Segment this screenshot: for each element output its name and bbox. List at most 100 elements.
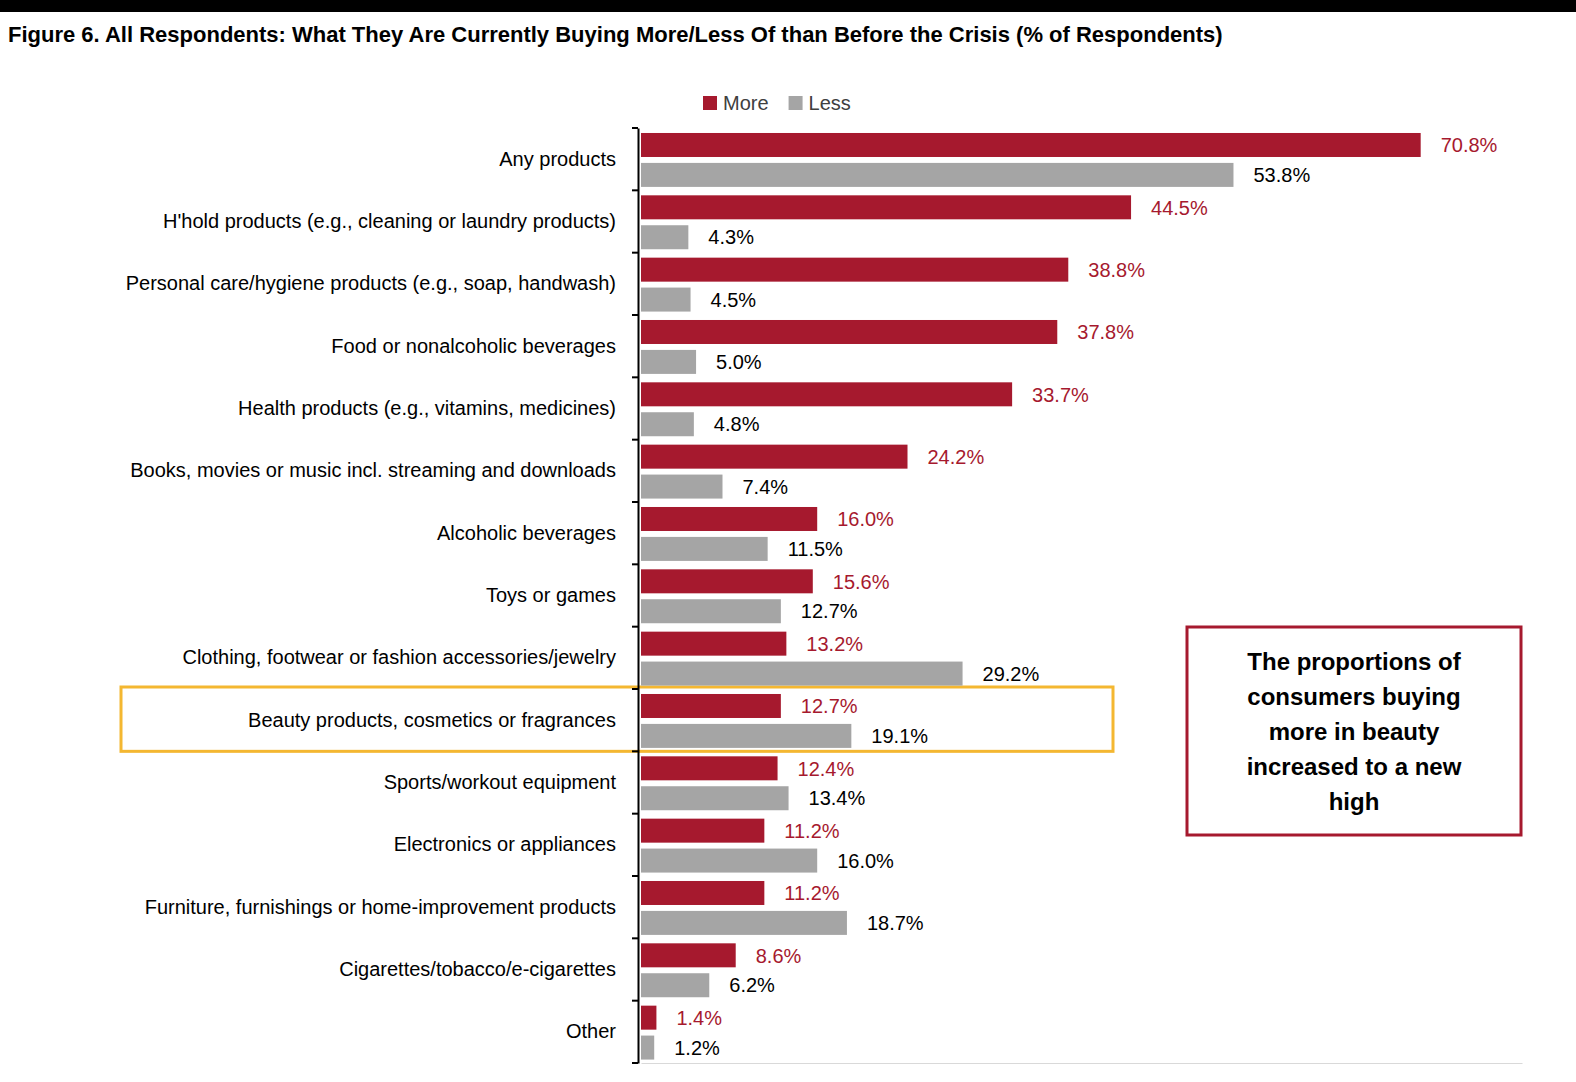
tick-label: Health products (e.g., vitamins, medicin… [238,397,616,419]
data-label: 4.8% [714,413,760,435]
bar [641,973,709,997]
tick: Beauty products, cosmetics or fragrances [248,709,638,731]
bars [641,133,1421,1060]
tick-label: H'hold products (e.g., cleaning or laund… [163,210,616,232]
bar [641,382,1012,406]
annotation: The proportions ofconsumers buyingmore i… [1247,648,1462,815]
data-label: 11.5% [788,538,843,560]
data-label: 53.8% [1253,164,1310,186]
data-labels: 70.8% 44.5% 38.8% 37.8% 33.7% 24.2% 16.0% 15.6%… [674,134,1497,1059]
tick: Toys or games [486,584,638,606]
tick-label: Food or nonalcoholic beverages [331,335,616,357]
category-separator [632,127,638,129]
data-label: 24.2% [928,446,985,468]
tick-label: Personal care/hygiene products (e.g., so… [126,272,616,294]
legend-swatch [789,96,803,110]
bar [641,662,963,686]
annotation-line: more in beauty [1269,718,1440,745]
bar [641,163,1233,187]
data-label: 29.2% [983,663,1040,685]
data-label: 4.3% [708,226,754,248]
category-separator [632,688,638,690]
tick-label: Books, movies or music incl. streaming a… [130,459,616,481]
data-label: 4.5% [711,289,757,311]
bar [641,849,817,873]
category-separator [632,626,638,628]
annotation-line: The proportions of [1247,648,1461,675]
data-label: 13.4% [809,787,866,809]
category-separator [632,439,638,441]
tick-label: Alcoholic beverages [437,522,616,544]
x-axis-line [642,1063,1523,1064]
category-separator [632,189,638,191]
tick: Personal care/hygiene products (e.g., so… [126,272,638,294]
bar [641,133,1421,157]
tick: H'hold products (e.g., cleaning or laund… [163,210,638,232]
data-label: 6.2% [729,974,775,996]
bar [641,1006,656,1030]
category-separator [632,501,638,503]
data-label: 44.5% [1151,197,1208,219]
bar [641,694,781,718]
series-0 [641,133,1421,1030]
category-separator [632,937,638,939]
data-label: 15.6% [833,571,890,593]
tick: Health products (e.g., vitamins, medicin… [238,397,638,419]
category-separator [632,813,638,815]
data-label: 5.0% [716,351,762,373]
bar [641,445,908,469]
bar [641,1036,654,1060]
data-label: 1.2% [674,1037,720,1059]
tick: Cigarettes/tobacco/e-cigarettes [339,958,638,980]
tick-label: Any products [499,148,616,170]
data-label: 8.6% [756,945,802,967]
bar [641,569,813,593]
annotation-line: increased to a new [1247,753,1462,780]
bar [641,724,851,748]
bar [641,412,694,436]
legend-label: More [723,92,769,114]
tick-label: Electronics or appliances [394,833,616,855]
data-label: 70.8% [1441,134,1498,156]
tick-label: Cigarettes/tobacco/e-cigarettes [339,958,616,980]
bar [641,911,847,935]
bar [641,943,736,967]
tick: Electronics or appliances [394,833,638,855]
data-label: 37.8% [1077,321,1134,343]
y-axis: Any products H'hold products (e.g., clean… [126,128,639,1064]
highlight-box [121,687,1113,751]
bar [641,195,1131,219]
top-rule [0,0,1576,12]
legend-label: Less [809,92,851,114]
tick-label: Toys or games [486,584,616,606]
x-axis [642,1063,1523,1064]
bar [641,288,691,312]
bar [641,632,786,656]
annotation-line: high [1329,788,1380,815]
tick: Alcoholic beverages [437,522,638,544]
data-label: 13.2% [806,633,863,655]
title: Figure 6. All Respondents: What They Are… [8,22,1223,47]
data-label: 38.8% [1088,259,1145,281]
data-label: 7.4% [742,476,788,498]
data-label: 12.4% [798,758,855,780]
legend-swatch [703,96,717,110]
tick: Any products [499,148,638,170]
tick-label: Beauty products, cosmetics or fragrances [248,709,616,731]
bar [641,225,688,249]
bar [641,756,778,780]
bar [641,320,1057,344]
bar [641,258,1068,282]
bar [641,537,768,561]
bar [641,507,817,531]
category-separator [632,750,638,752]
tick: Food or nonalcoholic beverages [331,335,638,357]
category-separator [632,875,638,877]
legend: More Less [703,92,851,114]
tick: Furniture, furnishings or home-improveme… [145,896,638,918]
data-label: 16.0% [837,850,894,872]
data-label: 33.7% [1032,384,1089,406]
tick: Sports/workout equipment [384,771,638,793]
series-1 [641,163,1233,1060]
annotation-box [1187,627,1521,835]
